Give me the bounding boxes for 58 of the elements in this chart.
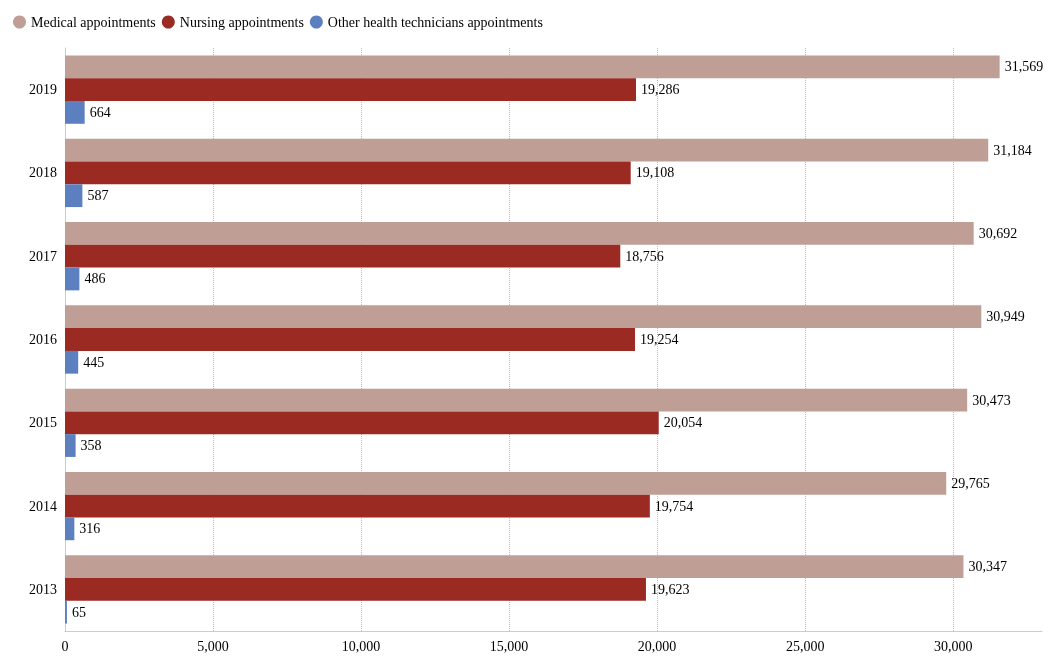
legend-label: Nursing appointments	[179, 14, 304, 30]
x-tick-label: 10,000	[341, 638, 381, 654]
bar	[65, 350, 79, 374]
y-tick-label: 2017	[29, 248, 57, 264]
data-label: 29,765	[951, 475, 990, 491]
data-label: 358	[80, 438, 102, 454]
data-label: 316	[79, 521, 101, 537]
data-label: 19,108	[635, 165, 675, 181]
x-tick-label: 15,000	[489, 638, 529, 654]
bar	[65, 161, 631, 185]
bar	[65, 222, 974, 245]
bar	[65, 138, 989, 162]
bar	[65, 305, 982, 329]
x-tick-label: 5,000	[197, 638, 229, 654]
x-tick-label: 20,000	[637, 638, 677, 654]
bar	[65, 471, 947, 495]
bar	[65, 184, 83, 208]
data-label: 486	[84, 271, 106, 287]
bar	[65, 78, 636, 102]
data-label: 19,286	[640, 82, 680, 98]
y-tick-label: 2013	[29, 581, 57, 597]
data-label: 65	[71, 604, 86, 620]
data-label: 30,949	[986, 309, 1025, 325]
bar	[65, 555, 964, 578]
data-label: 19,623	[650, 581, 690, 597]
x-tick-label: 0	[61, 638, 69, 654]
bar	[65, 328, 636, 351]
y-tick-label: 2016	[29, 332, 57, 347]
bar	[65, 494, 650, 518]
bar	[65, 244, 621, 268]
data-label: 664	[89, 104, 111, 120]
legend-label: Medical appointments	[31, 14, 156, 30]
x-tick-label: 30,000	[933, 638, 973, 654]
bar	[65, 101, 85, 124]
data-label: 30,692	[978, 225, 1018, 241]
x-tick-label: 25,000	[785, 638, 825, 654]
y-tick-label: 2015	[29, 415, 57, 431]
legend-label: Other health technicians appointments	[327, 14, 543, 30]
data-label: 18,756	[625, 248, 664, 264]
y-tick-label: 2014	[29, 498, 57, 514]
bar	[65, 411, 659, 435]
data-label: 19,754	[654, 498, 694, 514]
data-label: 19,254	[640, 332, 679, 347]
data-label: 587	[87, 188, 109, 204]
data-label: 20,054	[663, 415, 703, 431]
data-label: 445	[83, 354, 105, 370]
bar	[65, 434, 76, 457]
bar	[65, 517, 75, 541]
y-tick-label: 2019	[29, 82, 57, 98]
bar	[65, 388, 968, 412]
data-label: 30,473	[972, 392, 1011, 408]
data-label: 31,184	[993, 142, 1032, 158]
y-tick-label: 2018	[29, 165, 57, 181]
data-label: 31,569	[1004, 59, 1044, 75]
data-label: 30,347	[968, 559, 1007, 575]
bar	[65, 55, 1000, 79]
bar	[65, 577, 646, 601]
bar	[65, 267, 80, 291]
